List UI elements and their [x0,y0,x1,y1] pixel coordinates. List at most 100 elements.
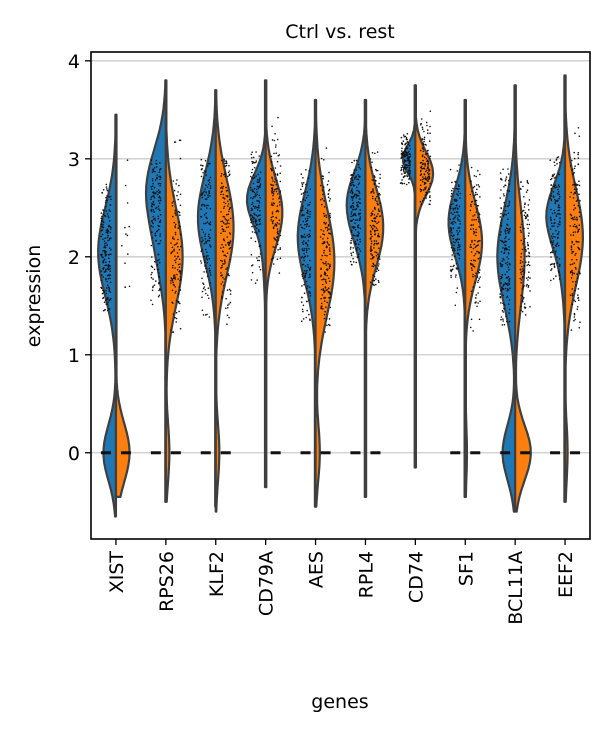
strip-point [420,161,423,164]
strip-point [371,249,373,251]
strip-point [154,179,157,181]
strip-point [572,225,575,228]
strip-point [457,227,459,229]
strip-point [557,236,559,239]
strip-point [324,310,326,313]
strip-point [359,250,362,252]
violin-rest-sf1 [464,98,484,498]
strip-point [208,181,211,184]
strip-point [552,249,554,252]
strip-point [352,251,355,254]
strip-point [109,267,112,270]
strip-point [105,231,108,234]
strip-point [256,191,258,193]
strip-point [209,269,211,272]
strip-point [209,282,211,284]
strip-point [222,276,224,279]
strip-point [209,245,212,248]
strip-point [325,306,327,309]
strip-point [300,224,302,226]
strip-point [500,177,502,180]
strip-point [449,269,452,271]
strip-point [504,240,506,243]
strip-point [153,186,156,189]
strip-point [305,247,308,250]
strip-point [555,176,557,178]
strip-point [372,274,374,277]
strip-point [328,318,331,320]
strip-point [158,288,161,290]
strip-point [575,252,577,255]
strip-point [307,215,309,218]
strip-point [276,228,279,230]
strip-point [457,249,459,251]
strip-point [107,216,110,219]
strip-point [519,259,522,262]
strip-point [524,202,526,204]
strip-point [424,143,427,146]
strip-point [520,231,522,233]
strip-point [358,212,360,215]
strip-point [470,201,473,203]
strip-point [157,259,159,262]
strip-point [508,200,511,203]
strip-point-zeros [220,451,231,455]
strip-point [327,287,330,290]
strip-point [155,159,158,162]
strip-point [422,150,425,153]
strip-point [355,207,358,210]
strip-point [304,223,306,226]
y-axis-label: expression [23,245,45,348]
strip-point [505,283,508,286]
strip-point [125,233,127,235]
strip-point [201,196,204,199]
strip-point [302,177,304,179]
strip-point [376,195,378,198]
strip-point [423,167,426,170]
strip-point [208,257,211,260]
strip-point [259,210,261,212]
strip-point [459,223,462,225]
strip-point [309,210,312,213]
strip-point [356,256,359,259]
strip-point [350,252,352,254]
strip-point [456,193,458,195]
strip-point [207,204,209,207]
strip-point [228,210,230,213]
strip-point [423,177,425,180]
strip-point [450,276,452,279]
strip-point [278,219,281,222]
strip-point [352,181,354,183]
strip-point [250,186,252,189]
strip-point [107,277,110,280]
strip-point [501,276,503,279]
strip-point [221,187,224,190]
strip-point [555,215,557,217]
strip-point [229,293,232,295]
strip-point [525,277,528,280]
strip-point [456,268,458,270]
strip-point [258,204,260,207]
strip-point [374,233,376,236]
strip-point [224,173,226,176]
strip-point [176,273,178,276]
strip-point [458,238,461,240]
strip-point [206,259,209,261]
strip-point [571,258,573,261]
strip-point [549,159,551,161]
strip-point [220,232,222,235]
strip-point [473,175,476,177]
strip-point [475,175,478,178]
strip-point [223,238,225,241]
strip-point [401,153,404,155]
strip-point [204,237,207,240]
strip-point [307,204,309,206]
strip-point [473,232,475,235]
strip-point [373,244,375,246]
strip-point [150,276,153,279]
strip-point [173,244,176,246]
strip-point [577,153,579,156]
strip-point [177,210,180,213]
strip-point [174,286,176,288]
strip-point [472,265,475,267]
